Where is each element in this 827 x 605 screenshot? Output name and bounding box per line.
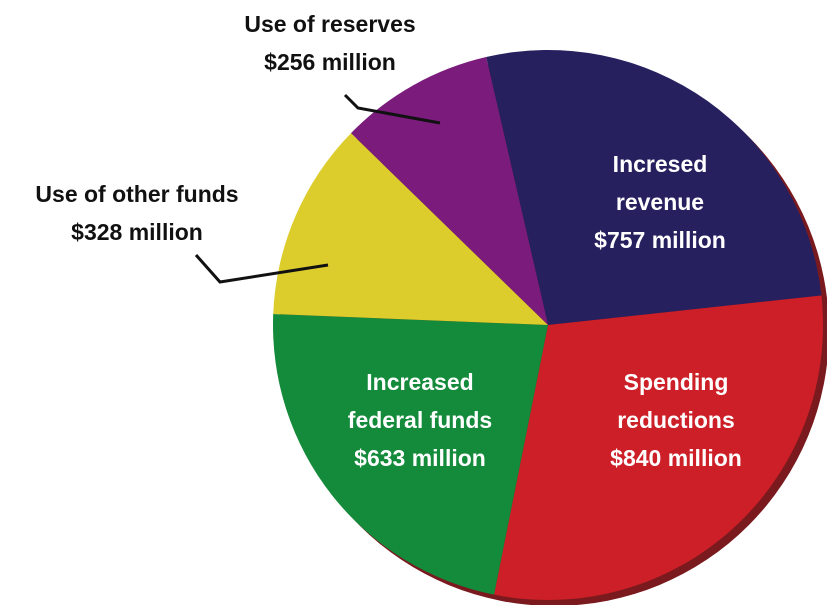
- pie-slice: [494, 295, 823, 600]
- value-label: $328 million: [71, 219, 203, 245]
- slice-label: Spending reductions $840 million: [596, 363, 756, 477]
- value-label: $256 million: [264, 49, 396, 75]
- value-label: $757 million: [594, 227, 726, 253]
- category-label: Use of reserves: [244, 11, 416, 37]
- value-label: $633 million: [354, 445, 486, 471]
- pie-slice: [351, 57, 548, 326]
- slice-label: Increased federal funds $633 million: [335, 363, 505, 477]
- slice-label: Use of reserves $256 million: [244, 5, 415, 81]
- pie-slice: [273, 314, 548, 595]
- pie-slice: [273, 133, 548, 325]
- leader-line: [194, 254, 329, 284]
- slices: [273, 50, 827, 605]
- slice-label: Use of other funds $328 million: [35, 175, 238, 251]
- pie-slice: [486, 50, 822, 326]
- slice-label: Incresed revenue $757 million: [594, 145, 726, 259]
- category-label: Incresed revenue: [612, 151, 708, 215]
- category-label: Increased federal funds: [347, 369, 493, 433]
- category-label: Use of other funds: [35, 181, 239, 207]
- category-label: Spending reductions: [617, 369, 735, 433]
- value-label: $840 million: [610, 445, 742, 471]
- leader-line: [343, 93, 441, 125]
